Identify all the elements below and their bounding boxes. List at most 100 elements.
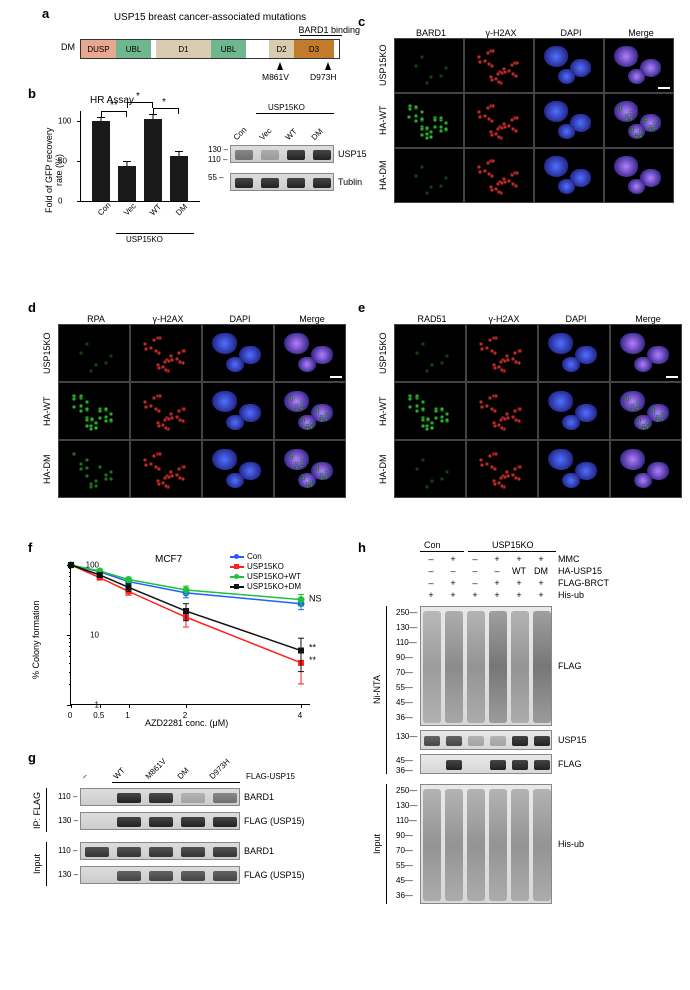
sig-star-2: * bbox=[136, 91, 140, 102]
h-treat-FLAG-BRCT-0: – bbox=[420, 578, 442, 588]
g-mw-110-BARD1: 110 – bbox=[58, 792, 77, 801]
domain-spacer bbox=[249, 40, 269, 58]
h-mw-90-FLAG-Ni-NTA: 90— bbox=[396, 653, 413, 662]
barplot-axis-y bbox=[80, 111, 81, 201]
panel-c-cell-USP15KO-DAPI bbox=[534, 38, 604, 93]
g-strip-Input-BARD1 bbox=[80, 842, 240, 860]
h-treat-FLAG-BRCT-1: + bbox=[442, 578, 464, 588]
panel-letter-h: h bbox=[358, 540, 366, 555]
h-mw-36-FLAG-Ni-NTA: 36— bbox=[396, 766, 413, 775]
panel-c-cell-USP15KO-Merge bbox=[604, 38, 674, 93]
g-lane-M861V: M861V bbox=[144, 757, 168, 781]
panel-e-col-RAD51: RAD51 bbox=[396, 314, 468, 324]
panel-e-col-DAPI: DAPI bbox=[540, 314, 612, 324]
blotb-lane-WT: WT bbox=[284, 127, 299, 142]
panel-d-cell-USP15KO-RPA bbox=[58, 324, 130, 382]
bar-ytick-100: 100 bbox=[58, 117, 78, 126]
bar-ytick-50: 50 bbox=[58, 157, 78, 166]
h-treat-His-ub-0: + bbox=[420, 590, 442, 600]
bar-label-DM: DM bbox=[174, 202, 189, 217]
hr-bar-WT bbox=[144, 119, 162, 201]
panel-d-cell-HA-DM-γ-H2AX bbox=[130, 440, 202, 498]
usp15ko-group-line bbox=[116, 233, 194, 234]
g-rowlabel-FLAG (USP15)-Input: FLAG (USP15) bbox=[244, 870, 305, 880]
panel-e-cell-HA-DM-DAPI bbox=[538, 440, 610, 498]
panel-d-scalebar bbox=[330, 376, 342, 378]
h-treat-MMC-4: + bbox=[508, 554, 530, 564]
h-treatname-FLAG-BRCT: FLAG-BRCT bbox=[558, 578, 609, 588]
f-annot-0: NS bbox=[309, 594, 322, 604]
h-mw-130-His-ub-Input: 130— bbox=[396, 801, 417, 810]
panel-e-cell-USP15KO-DAPI bbox=[538, 324, 610, 382]
f-xtick-4: 4 bbox=[298, 711, 302, 720]
panel-c-row-USP15KO: USP15KO bbox=[378, 38, 394, 93]
h-strip-Ni-NTA-FLAG bbox=[420, 754, 552, 774]
panel-e-cell-USP15KO-RAD51 bbox=[394, 324, 466, 382]
panel-b: HR Assay Fold of GFP recovery rate (%) 0… bbox=[50, 95, 370, 295]
h-treat-HA-USP15-1: – bbox=[442, 566, 464, 576]
h-strip-Input-His-ub bbox=[420, 784, 552, 904]
panel-d-row-USP15KO: USP15KO bbox=[42, 324, 58, 382]
panel-f-title: MCF7 bbox=[155, 554, 182, 565]
h-rowlabel-FLAG-Ni-NTA: FLAG bbox=[558, 661, 582, 671]
panel-e-if-grid: RAD51γ-H2AXDAPIMergeUSP15KOHA-WTHA-DM bbox=[378, 314, 684, 498]
h-treat-HA-USP15-3: – bbox=[486, 566, 508, 576]
h-strip-Ni-NTA-USP15 bbox=[420, 730, 552, 750]
panel-c-row-HA-WT: HA-WT bbox=[378, 93, 394, 148]
h-mw-70-FLAG-Ni-NTA: 70— bbox=[396, 668, 413, 677]
h-rowlabel-FLAG-Ni-NTA: FLAG bbox=[558, 759, 582, 769]
panel-e-cell-HA-WT-DAPI bbox=[538, 382, 610, 440]
panel-c-cell-HA-WT-DAPI bbox=[534, 93, 604, 148]
f-ytick-100: 100 bbox=[86, 561, 99, 570]
h-treatname-HA-USP15: HA-USP15 bbox=[558, 566, 602, 576]
panel-d-cell-HA-WT-Merge bbox=[274, 382, 346, 440]
usp15ko-group-label: USP15KO bbox=[126, 235, 163, 244]
f-xtick-0.5: 0.5 bbox=[93, 711, 104, 720]
sig-star-0: ** bbox=[110, 100, 118, 111]
bar-label-WT: WT bbox=[148, 202, 163, 217]
panel-c-col-DAPI: DAPI bbox=[536, 28, 606, 38]
panel-d-cell-USP15KO-Merge bbox=[274, 324, 346, 382]
h-mw-70-His-ub-Input: 70— bbox=[396, 846, 413, 855]
mutation-arrow-M861V bbox=[277, 62, 283, 70]
g-mw-110-BARD1: 110 – bbox=[58, 846, 77, 855]
g-lane-DM: DM bbox=[176, 766, 191, 781]
panel-c-cell-HA-DM-DAPI bbox=[534, 148, 604, 203]
h-treat-His-ub-4: + bbox=[508, 590, 530, 600]
h-mw-130-FLAG-Ni-NTA: 130— bbox=[396, 623, 417, 632]
panel-c-col-BARD1: BARD1 bbox=[396, 28, 466, 38]
panel-c-cell-HA-WT-Merge bbox=[604, 93, 674, 148]
panel-e-col-Merge: Merge bbox=[612, 314, 684, 324]
h-treat-FLAG-BRCT-2: – bbox=[464, 578, 486, 588]
sig-bracket-2 bbox=[127, 102, 153, 107]
h-section-Input: Input bbox=[372, 784, 382, 904]
domain-D3: D3 bbox=[294, 40, 334, 58]
blotb-lane-Con: Con bbox=[232, 125, 249, 142]
f-xtick-0: 0 bbox=[68, 711, 72, 720]
f-legend-USP15KO+DM: USP15KO+DM bbox=[230, 582, 301, 591]
h-treat-FLAG-BRCT-4: + bbox=[508, 578, 530, 588]
f-ytick-10: 10 bbox=[90, 631, 99, 640]
h-mw-250-FLAG-Ni-NTA: 250— bbox=[396, 608, 417, 617]
panel-f: MCF7 % Colony formation NS**** AZD2281 c… bbox=[35, 550, 345, 750]
panel-c-cell-HA-WT-BARD1 bbox=[394, 93, 464, 148]
g-rowlabel-FLAG (USP15)-IP: FLAG: FLAG (USP15) bbox=[244, 816, 305, 826]
panel-e-cell-HA-WT-Merge bbox=[610, 382, 682, 440]
panel-c-col-Merge: Merge bbox=[606, 28, 676, 38]
panel-f-ylabel: % Colony formation bbox=[31, 590, 41, 690]
panel-letter-e: e bbox=[358, 300, 365, 315]
h-treatname-MMC: MMC bbox=[558, 554, 580, 564]
mutation-label-D973H: D973H bbox=[310, 72, 336, 82]
panel-letter-b: b bbox=[28, 86, 36, 101]
h-treat-MMC-3: + bbox=[486, 554, 508, 564]
h-mw-110-FLAG-Ni-NTA: 110— bbox=[396, 638, 417, 647]
domain-D1: D1 bbox=[156, 40, 211, 58]
panel-letter-g: g bbox=[28, 750, 36, 765]
panel-e-row-USP15KO: USP15KO bbox=[378, 324, 394, 382]
h-treat-His-ub-3: + bbox=[486, 590, 508, 600]
h-treat-MMC-5: + bbox=[530, 554, 552, 564]
blotb-over-label: USP15KO bbox=[268, 103, 305, 112]
f-xtick-2: 2 bbox=[183, 711, 187, 720]
h-topgroup-con: Con bbox=[424, 540, 441, 550]
h-mw-36-His-ub-Input: 36— bbox=[396, 891, 413, 900]
